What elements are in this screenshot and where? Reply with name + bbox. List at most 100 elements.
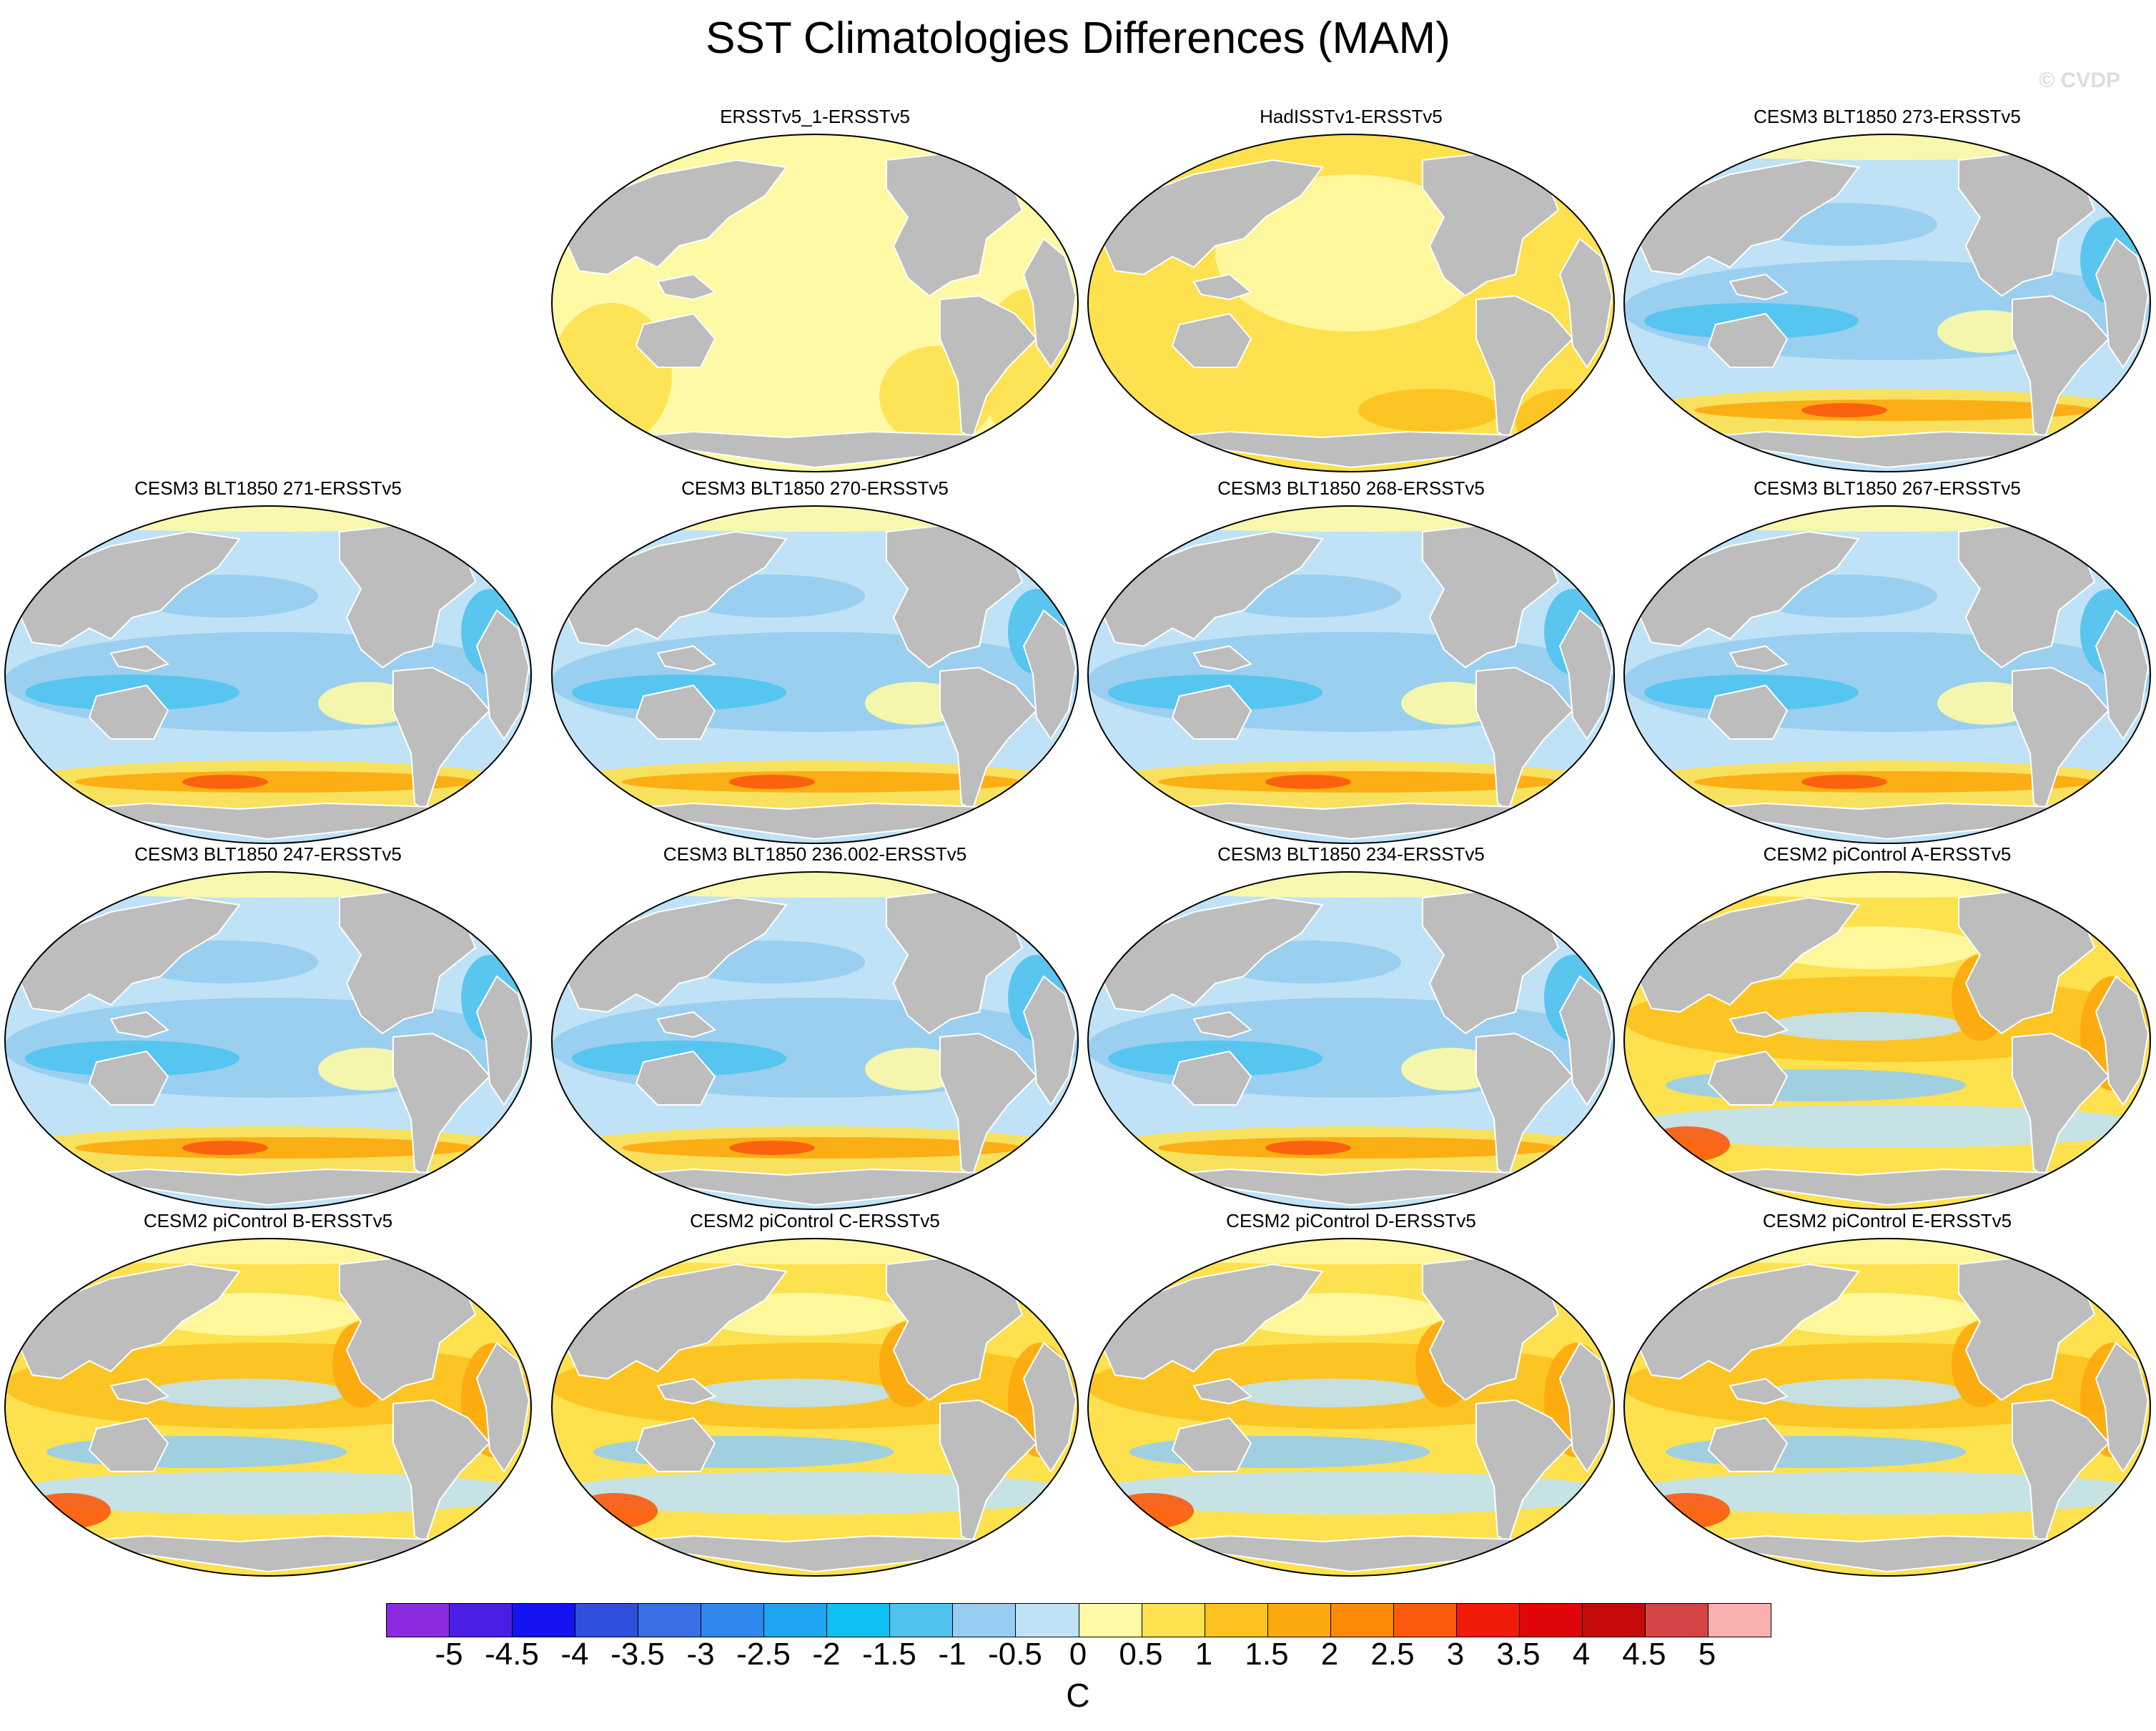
colorbar-tick: 1 — [1195, 1637, 1213, 1672]
colorbar-swatch — [953, 1604, 1017, 1637]
colorbar-tick: 0 — [1069, 1637, 1087, 1672]
colorbar-tick: -3 — [686, 1637, 715, 1672]
ocean-field — [552, 506, 1078, 843]
colorbar-units-label: C — [1066, 1677, 1090, 1714]
ocean-field — [1624, 872, 2150, 1209]
map-panel: CESM2 piControl A-ERSSTv5 — [1623, 843, 2152, 1215]
ocean-field — [1624, 506, 2150, 843]
colorbar-swatch — [638, 1604, 702, 1637]
colorbar-tick: 5 — [1698, 1637, 1716, 1672]
colorbar-tick: -2 — [812, 1637, 841, 1672]
colorbar-tick: -0.5 — [988, 1637, 1042, 1672]
map-outline — [4, 1238, 532, 1577]
map-panel: CESM3 BLT1850 236.002-ERSSTv5 — [550, 843, 1079, 1215]
ocean-field — [1088, 1239, 1614, 1576]
panel-title: HadISSTv1-ERSSTv5 — [1260, 106, 1443, 127]
figure-title: SST Climatologies Differences (MAM) — [706, 14, 1450, 63]
land-mask — [1099, 1247, 1614, 1573]
panel-title: CESM3 BLT1850 268-ERSSTv5 — [1217, 477, 1485, 499]
map-outline — [4, 871, 532, 1210]
colorbar-swatch — [1267, 1604, 1331, 1637]
ocean-field — [1088, 872, 1614, 1209]
map-outline — [1623, 871, 2151, 1210]
map-projection — [551, 134, 1079, 472]
colorbar-swatch — [1519, 1604, 1583, 1637]
panel-title: CESM3 BLT1850 267-ERSSTv5 — [1754, 477, 2021, 499]
colorbar-swatch — [1079, 1604, 1142, 1637]
colorbar-swatch — [1330, 1604, 1394, 1637]
panel-title: ERSSTv5_1-ERSSTv5 — [720, 106, 910, 127]
map-panel: ERSSTv5_1-ERSSTv5 — [550, 106, 1079, 477]
map-outline — [551, 134, 1079, 472]
colorbar-tick: 1.5 — [1245, 1637, 1289, 1672]
map-panel: CESM3 BLT1850 271-ERSSTv5 — [4, 477, 533, 849]
map-projection — [1623, 871, 2151, 1210]
colorbar-tick-labels: -5 -4.5 -4 -3.5 -3 -2.5 -2 -1.5 -1 -0.5 0 0.5 1 1.5 2 2… — [386, 1637, 1770, 1680]
map-panel: CESM3 BLT1850 234-ERSSTv5 — [1087, 843, 1616, 1215]
panel-title: CESM3 BLT1850 247-ERSSTv5 — [134, 843, 402, 865]
colorbar-tick: 3 — [1446, 1637, 1465, 1672]
map-projection — [4, 505, 532, 844]
map-outline — [551, 505, 1079, 844]
colorbar-tick: -1 — [938, 1637, 966, 1672]
colorbar-tick: 4.5 — [1622, 1637, 1666, 1672]
colorbar-tick: 2 — [1320, 1637, 1339, 1672]
ocean-field — [5, 1239, 531, 1576]
map-panel: CESM2 piControl D-ERSSTv5 — [1087, 1210, 1616, 1582]
colorbar-swatch — [764, 1604, 828, 1637]
colorbar-swatch — [1142, 1604, 1205, 1637]
map-projection — [1087, 134, 1615, 472]
map-outline — [1087, 1238, 1615, 1577]
panel-title: CESM2 piControl B-ERSSTv5 — [143, 1210, 393, 1231]
panel-title: CESM2 piControl A-ERSSTv5 — [1763, 843, 2012, 865]
map-projection — [551, 871, 1079, 1210]
map-projection — [1623, 1238, 2151, 1577]
map-panel: CESM3 BLT1850 273-ERSSTv5 — [1623, 106, 2152, 477]
map-outline — [551, 871, 1079, 1210]
map-panel: CESM3 BLT1850 267-ERSSTv5 — [1623, 477, 2152, 849]
map-outline — [1087, 134, 1615, 472]
map-outline — [1087, 505, 1615, 844]
colorbar-swatch — [450, 1604, 513, 1637]
map-panel: CESM3 BLT1850 270-ERSSTv5 — [550, 477, 1079, 849]
map-outline — [1623, 134, 2151, 472]
colorbar-tick: 0.5 — [1119, 1637, 1163, 1672]
map-projection — [551, 505, 1079, 844]
map-panel: CESM2 piControl E-ERSSTv5 — [1623, 1210, 2152, 1582]
colorbar-swatch — [1393, 1604, 1457, 1637]
colorbar-swatch — [1205, 1604, 1268, 1637]
panel-title: CESM3 BLT1850 271-ERSSTv5 — [134, 477, 402, 499]
map-outline — [1087, 871, 1615, 1210]
land-mask — [563, 1247, 1078, 1573]
map-projection — [4, 1238, 532, 1577]
map-panel: CESM2 piControl B-ERSSTv5 — [4, 1210, 533, 1582]
land-mask — [563, 881, 1078, 1206]
map-projection — [551, 1238, 1079, 1577]
map-panel: CESM3 BLT1850 247-ERSSTv5 — [4, 843, 533, 1215]
colorbar-swatch — [1016, 1604, 1079, 1637]
map-projection — [1087, 1238, 1615, 1577]
map-projection — [1623, 134, 2151, 472]
map-projection — [1087, 871, 1615, 1210]
ocean-field — [1088, 134, 1614, 472]
panel-title: CESM2 piControl C-ERSSTv5 — [690, 1210, 940, 1231]
colorbar-swatch — [890, 1604, 954, 1637]
panel-title: CESM2 piControl D-ERSSTv5 — [1226, 1210, 1476, 1231]
map-panel: CESM2 piControl C-ERSSTv5 — [550, 1210, 1079, 1582]
ocean-field — [552, 1239, 1078, 1576]
map-projection — [1087, 505, 1615, 844]
panel-title: CESM3 BLT1850 234-ERSSTv5 — [1217, 843, 1485, 865]
ocean-field — [5, 872, 531, 1209]
map-projection — [4, 871, 532, 1210]
land-mask — [1636, 1247, 2150, 1573]
colorbar-swatch — [1456, 1604, 1520, 1637]
map-outline — [551, 1238, 1079, 1577]
colorbar-swatch — [575, 1604, 639, 1637]
colorbar-tick: -3.5 — [610, 1637, 665, 1672]
colorbar-tick: 3.5 — [1496, 1637, 1541, 1672]
map-outline — [4, 505, 532, 844]
colorbar-swatch — [1645, 1604, 1709, 1637]
colorbar-tick: -4 — [560, 1637, 589, 1672]
ocean-field — [552, 872, 1078, 1209]
colorbar-tick: -5 — [435, 1637, 463, 1672]
